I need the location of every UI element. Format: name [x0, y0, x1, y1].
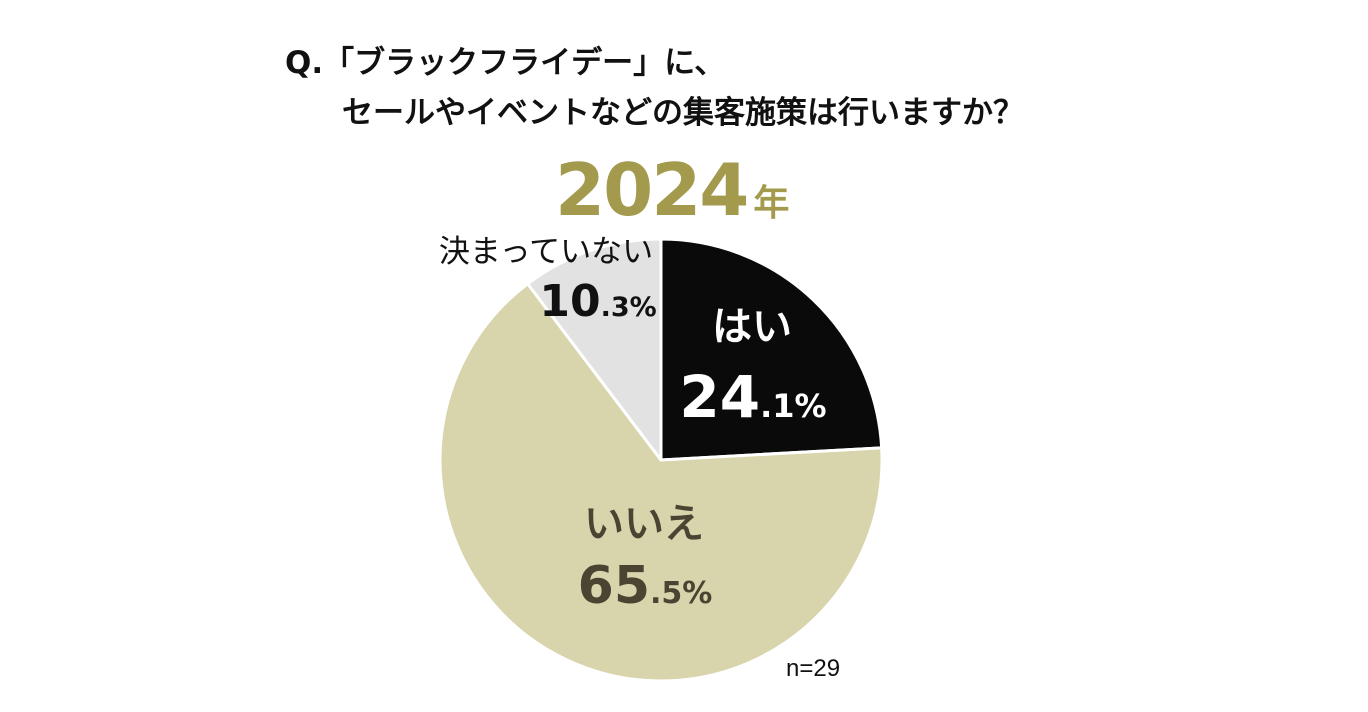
slice-label-undecided: 決まっていない [439, 234, 653, 270]
year-heading: 2024 年 [555, 148, 789, 232]
slice-value-yes: 24.1% [679, 363, 826, 431]
slice-label-yes: はい [712, 304, 792, 350]
slice-value-undecided-dec: .3% [601, 292, 657, 323]
slice-value-yes-dec: .1% [760, 387, 826, 425]
slice-value-yes-int: 24 [679, 363, 760, 431]
question-line-2: セールやイベントなどの集客施策は行いますか？ [342, 95, 1024, 131]
slice-value-no: 65.5% [578, 556, 713, 616]
pie-slices [438, 237, 884, 683]
pie-slice-yes [659, 237, 884, 462]
slice-label-no: いいえ [584, 501, 704, 547]
slice-value-undecided: 10.3% [539, 276, 656, 327]
slice-label-no-group: いいえ 65.5% [578, 501, 713, 616]
slice-value-no-dec: .5% [650, 576, 712, 611]
chart-question: Q.「ブラックフライデー」に、 セールやイベントなどの集客施策は行いますか？ [285, 38, 1024, 138]
sample-size: n=29 [786, 655, 841, 682]
slice-value-undecided-int: 10 [539, 276, 600, 327]
slice-value-no-int: 65 [578, 556, 650, 616]
year-unit: 年 [753, 183, 790, 224]
slice-label-yes-group: はい 24.1% [679, 304, 826, 431]
question-line-1: Q.「ブラックフライデー」に、 [285, 45, 726, 81]
pie-slice-undecided [526, 237, 663, 462]
year-number: 2024 [555, 148, 749, 232]
pie-slice-no [438, 282, 884, 683]
slice-label-undecided-group: 決まっていない 10.3% [439, 234, 657, 327]
